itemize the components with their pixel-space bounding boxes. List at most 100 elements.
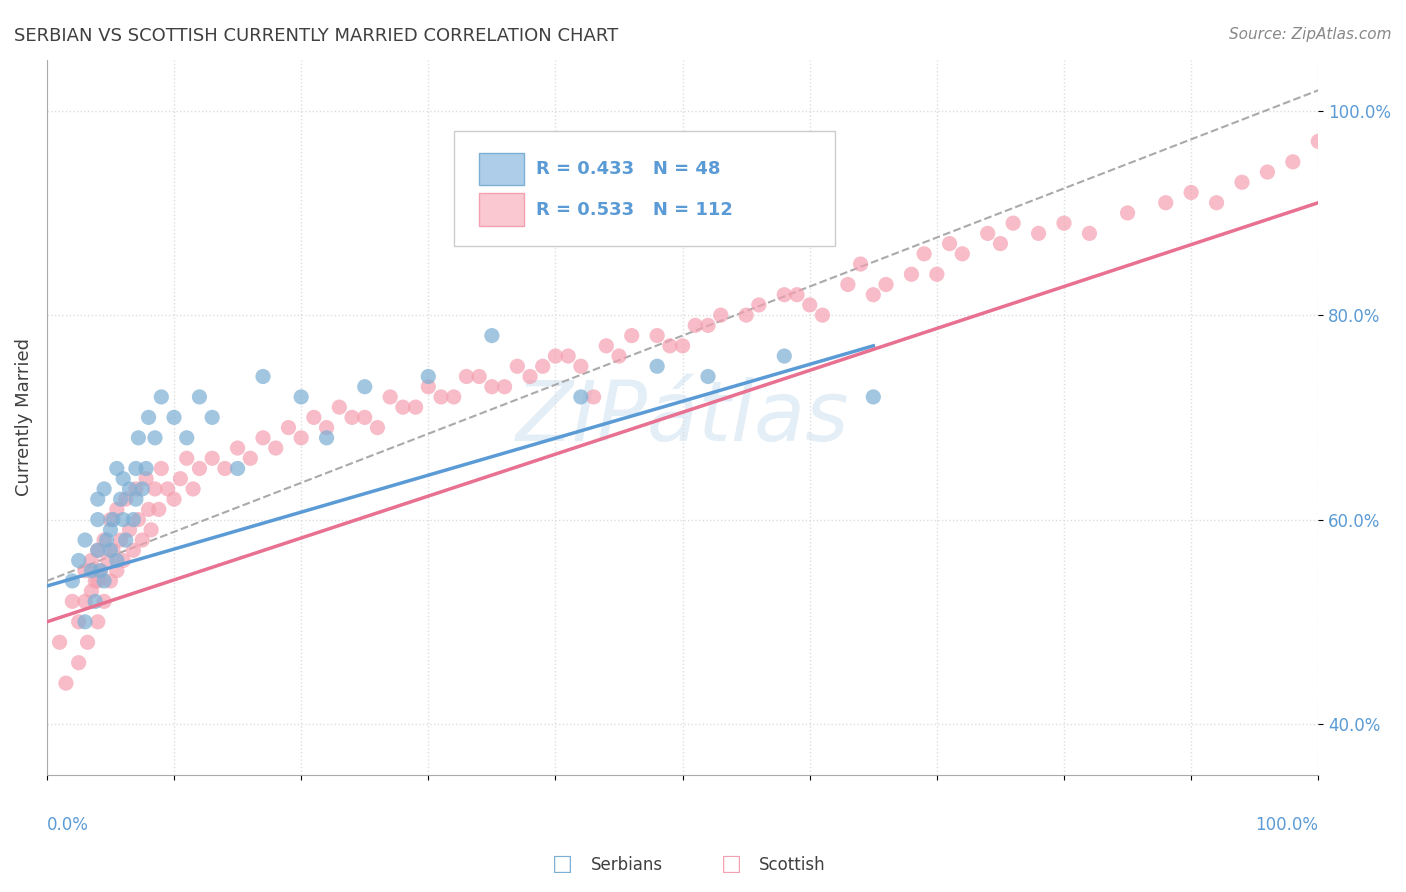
FancyBboxPatch shape	[479, 194, 523, 226]
Point	[990, 236, 1012, 251]
Point	[748, 298, 770, 312]
Point	[340, 410, 363, 425]
Point	[697, 369, 720, 384]
Point	[607, 349, 630, 363]
Point	[87, 513, 110, 527]
Point	[100, 513, 122, 527]
Point	[378, 390, 401, 404]
Point	[569, 359, 592, 374]
Point	[114, 533, 136, 547]
Point	[506, 359, 529, 374]
Point	[862, 390, 884, 404]
Point	[148, 502, 170, 516]
Point	[112, 513, 135, 527]
Point	[645, 328, 668, 343]
Point	[118, 482, 141, 496]
Point	[710, 308, 733, 322]
Text: □: □	[553, 855, 572, 874]
Point	[150, 461, 173, 475]
Point	[481, 328, 503, 343]
Point	[252, 431, 274, 445]
Point	[125, 482, 148, 496]
Point	[143, 431, 166, 445]
Point	[101, 513, 124, 527]
Point	[582, 390, 605, 404]
Text: 100.0%: 100.0%	[1256, 816, 1319, 834]
Point	[443, 390, 465, 404]
Point	[786, 287, 808, 301]
Point	[87, 574, 110, 588]
Point	[811, 308, 834, 322]
Point	[125, 461, 148, 475]
Point	[118, 523, 141, 537]
Point	[430, 390, 453, 404]
Point	[226, 441, 249, 455]
Point	[163, 492, 186, 507]
Point	[1180, 186, 1202, 200]
Point	[1308, 134, 1330, 148]
Point	[93, 574, 115, 588]
Point	[73, 594, 96, 608]
Point	[685, 318, 707, 333]
Point	[875, 277, 897, 292]
Point	[93, 594, 115, 608]
Point	[112, 472, 135, 486]
Point	[557, 349, 579, 363]
Point	[252, 369, 274, 384]
Point	[55, 676, 77, 690]
Point	[950, 247, 973, 261]
Point	[80, 564, 103, 578]
Point	[76, 635, 98, 649]
Point	[67, 553, 90, 567]
Point	[1078, 227, 1101, 241]
Point	[181, 482, 204, 496]
Point	[169, 472, 191, 486]
Point	[1205, 195, 1227, 210]
FancyBboxPatch shape	[479, 153, 523, 185]
Point	[468, 369, 491, 384]
Text: 0.0%: 0.0%	[46, 816, 89, 834]
Point	[101, 543, 124, 558]
Point	[519, 369, 541, 384]
Point	[1256, 165, 1278, 179]
Point	[353, 410, 375, 425]
Point	[569, 390, 592, 404]
Point	[67, 656, 90, 670]
Point	[697, 318, 720, 333]
Point	[214, 461, 236, 475]
Point	[405, 400, 427, 414]
Point	[315, 431, 337, 445]
Text: R = 0.533   N = 112: R = 0.533 N = 112	[536, 201, 734, 219]
Point	[60, 594, 83, 608]
Point	[163, 410, 186, 425]
Point	[176, 451, 198, 466]
Point	[302, 410, 325, 425]
Point	[105, 502, 128, 516]
Point	[100, 543, 122, 558]
Point	[131, 533, 153, 547]
Point	[315, 420, 337, 434]
Point	[264, 441, 287, 455]
Point	[87, 492, 110, 507]
Point	[105, 461, 128, 475]
Point	[150, 390, 173, 404]
Point	[353, 380, 375, 394]
Point	[837, 277, 859, 292]
Text: R = 0.433   N = 48: R = 0.433 N = 48	[536, 160, 721, 178]
Point	[110, 533, 132, 547]
Point	[80, 584, 103, 599]
Point	[87, 543, 110, 558]
Point	[127, 513, 149, 527]
Point	[1002, 216, 1025, 230]
Point	[773, 349, 796, 363]
Point	[201, 410, 224, 425]
Point	[277, 420, 299, 434]
Point	[80, 553, 103, 567]
Point	[84, 574, 107, 588]
Point	[188, 390, 211, 404]
Point	[139, 523, 162, 537]
Point	[1028, 227, 1050, 241]
Point	[156, 482, 179, 496]
Point	[112, 553, 135, 567]
Point	[131, 482, 153, 496]
